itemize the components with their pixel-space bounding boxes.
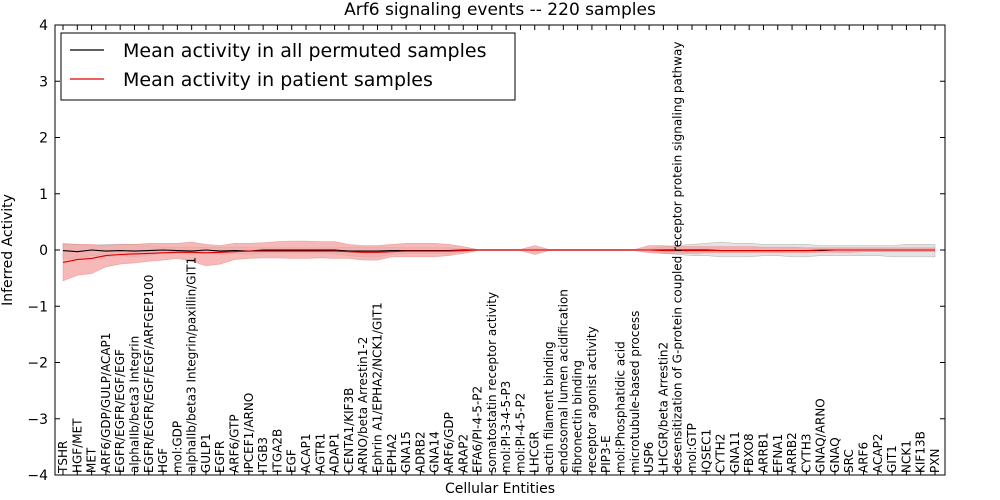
chart-title: Arf6 signaling events -- 220 samples xyxy=(344,0,656,20)
x-tick-label: CYTH3 xyxy=(799,433,813,473)
x-tick-label: SRC xyxy=(842,449,856,473)
x-tick-label: MET xyxy=(85,447,99,473)
x-tick-label: ARRB1 xyxy=(757,432,771,473)
x-tick-label: LHCGR/beta Arrestin2 xyxy=(656,342,670,473)
x-tick-label: NCK1 xyxy=(899,440,913,473)
x-tick-label: EPHA2 xyxy=(385,433,399,473)
x-tick-label: LHCGR xyxy=(528,431,542,473)
x-tick-label: EFNA1 xyxy=(771,434,785,473)
x-tick-label: HGF xyxy=(156,448,170,473)
x-tick-label: ARRB2 xyxy=(785,432,799,473)
y-tick-label: −1 xyxy=(27,299,48,315)
x-tick-label: endosomal lumen acidification xyxy=(556,289,570,473)
legend-label-patient: Mean activity in patient samples xyxy=(123,69,433,91)
y-tick-label: 3 xyxy=(39,74,48,90)
x-tick-label: GNAQ xyxy=(828,437,842,473)
x-tick-label: HGF/MET xyxy=(70,418,84,473)
x-tick-label: EGFR/EGFR/EGF/EGF xyxy=(113,349,127,473)
x-tick-label: CENTA1/KIF3B xyxy=(342,388,356,473)
x-tick-label: ITGA2B xyxy=(270,429,284,473)
x-tick-label: actin filament binding xyxy=(542,341,556,473)
y-axis-label: Inferred Activity xyxy=(0,194,16,306)
x-tick-label: ACAP1 xyxy=(299,434,313,473)
x-tick-label: alphaIIb/beta3 Integrin xyxy=(128,336,142,473)
x-tick-label: GIT1 xyxy=(885,445,899,473)
y-tick-label: 2 xyxy=(39,131,48,147)
x-tick-label: fibronectin binding xyxy=(571,360,585,473)
series-lines xyxy=(62,249,935,263)
x-tick-label: CYTH2 xyxy=(714,434,728,474)
x-tick-label: ARF6/GTP xyxy=(228,414,242,473)
x-tick-label: GNAQ/ARNO xyxy=(814,398,828,473)
x-tick-label: IPCEF1/ARNO xyxy=(242,393,256,473)
x-tick-label: EGFR/EGFR/EGF/EGF/ARFGEP100 xyxy=(142,275,156,473)
x-tick-label: mol:Phosphatidic acid xyxy=(614,341,628,473)
x-tick-label: ARF6/GDP/GULP/ACAP1 xyxy=(99,333,113,473)
x-tick-label: AGTR1 xyxy=(313,433,327,473)
x-tick-label: ITGB3 xyxy=(256,437,270,473)
x-tick-label: ARF6 xyxy=(857,442,871,473)
x-tick-label: EGFR xyxy=(213,441,227,473)
line-patient xyxy=(62,249,935,263)
x-tick-label: IQSEC1 xyxy=(699,429,713,473)
x-tick-label: TSHR xyxy=(56,441,70,474)
x-tick-labels: TSHR HGF/MET MET ARF6/GDP/GULP/ACAP1 EGFR/EG… xyxy=(56,25,942,475)
x-tick-label: desensitization of G-protein coupled rec… xyxy=(671,42,685,473)
y-tick-label: −2 xyxy=(27,356,48,372)
x-tick-label: ADAP1 xyxy=(328,433,342,473)
x-tick-label: mol:PI-4-5-P2 xyxy=(513,393,527,473)
x-tick-label: GNA11 xyxy=(728,431,742,473)
x-tick-label: ARNO/beta Arrestin1-2 xyxy=(356,337,370,473)
y-tick-label: −3 xyxy=(27,412,48,428)
y-axis: −4 −3 −2 −1 0 1 2 3 4 xyxy=(27,18,945,484)
x-tick-label: GULP1 xyxy=(199,433,213,473)
x-tick-label: ACAP2 xyxy=(871,434,885,473)
x-tick-label: ARAP2 xyxy=(456,434,470,473)
x-tick-label: microtubule-based process xyxy=(628,311,642,473)
legend-box xyxy=(60,32,516,101)
x-tick-label: PIP3-E xyxy=(599,435,613,473)
x-tick-label: Ephrin A1/EPHA2/NCK1/GIT1 xyxy=(371,302,385,473)
legend-label-permuted: Mean activity in all permuted samples xyxy=(123,40,486,62)
x-tick-label: EGF xyxy=(285,449,299,473)
x-tick-label: receptor agonist activity xyxy=(585,326,599,473)
x-axis-label: Cellular Entities xyxy=(445,481,555,497)
y-tick-label: −4 xyxy=(27,468,48,484)
x-tick-label: mol:PI-3-4-5-P3 xyxy=(499,381,513,473)
y-tick-label: 0 xyxy=(39,243,48,259)
x-tick-label: ADRB2 xyxy=(413,431,427,473)
x-tick-label: GNA14 xyxy=(428,431,442,473)
x-tick-label: FBXO8 xyxy=(742,433,756,473)
x-tick-label: USP6 xyxy=(642,442,656,473)
x-tick-label: EFA6/PI-4-5-P2 xyxy=(471,386,485,473)
x-tick-label: ARF6/GDP xyxy=(442,412,456,473)
x-tick-label: alphaIIb/beta3 Integrin/paxillin/GIT1 xyxy=(185,257,199,473)
x-tick-label: GNA15 xyxy=(399,431,413,473)
x-tick-label: somatostatin receptor activity xyxy=(485,292,499,473)
legend: Mean activity in all permuted samples Me… xyxy=(60,32,516,101)
x-tick-label: KIF13B xyxy=(914,431,928,473)
y-tick-label: 4 xyxy=(39,18,48,34)
x-tick-label: mol:GDP xyxy=(170,421,184,473)
x-tick-label: mol:GTP xyxy=(685,423,699,473)
y-tick-label: 1 xyxy=(39,187,48,203)
x-tick-label: PXN xyxy=(928,449,942,473)
